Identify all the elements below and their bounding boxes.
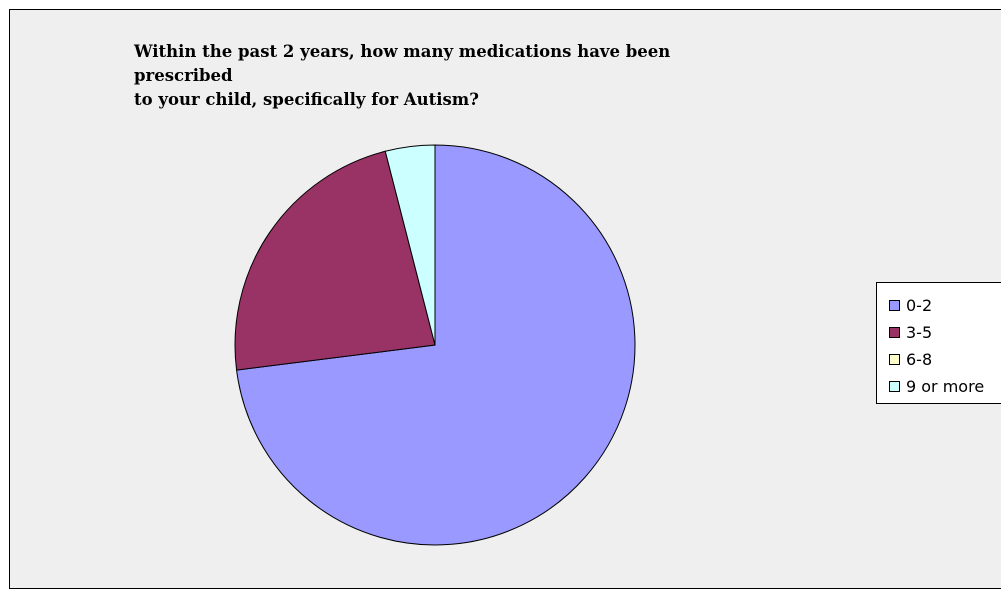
legend-item-9-or-more: 9 or more — [877, 373, 1001, 400]
legend-item-6-8: 6-8 — [877, 346, 1001, 373]
pie-slice-9-or-more — [384, 144, 436, 346]
legend-label-0-2: 0-2 — [906, 296, 933, 315]
legend-swatch-6-8 — [889, 354, 900, 365]
chart-title: Within the past 2 years, how many medica… — [134, 40, 774, 112]
legend-item-3-5: 3-5 — [877, 319, 1001, 346]
legend-swatch-9-or-more — [889, 381, 900, 392]
chart-area: Within the past 2 years, how many medica… — [9, 9, 1001, 589]
pie-slice-0-2 — [236, 144, 636, 546]
legend-label-9-or-more: 9 or more — [906, 377, 985, 396]
pie-chart — [234, 144, 636, 546]
chart-legend: 0-2 3-5 6-8 9 or more — [876, 282, 1001, 404]
legend-label-3-5: 3-5 — [906, 323, 933, 342]
legend-item-0-2: 0-2 — [877, 292, 1001, 319]
legend-label-6-8: 6-8 — [906, 350, 933, 369]
chart-title-line-2: to your child, specifically for Autism? — [134, 90, 479, 109]
pie-slice-3-5 — [234, 150, 436, 371]
legend-swatch-3-5 — [889, 327, 900, 338]
chart-title-line-1: Within the past 2 years, how many medica… — [134, 42, 671, 85]
legend-swatch-0-2 — [889, 300, 900, 311]
